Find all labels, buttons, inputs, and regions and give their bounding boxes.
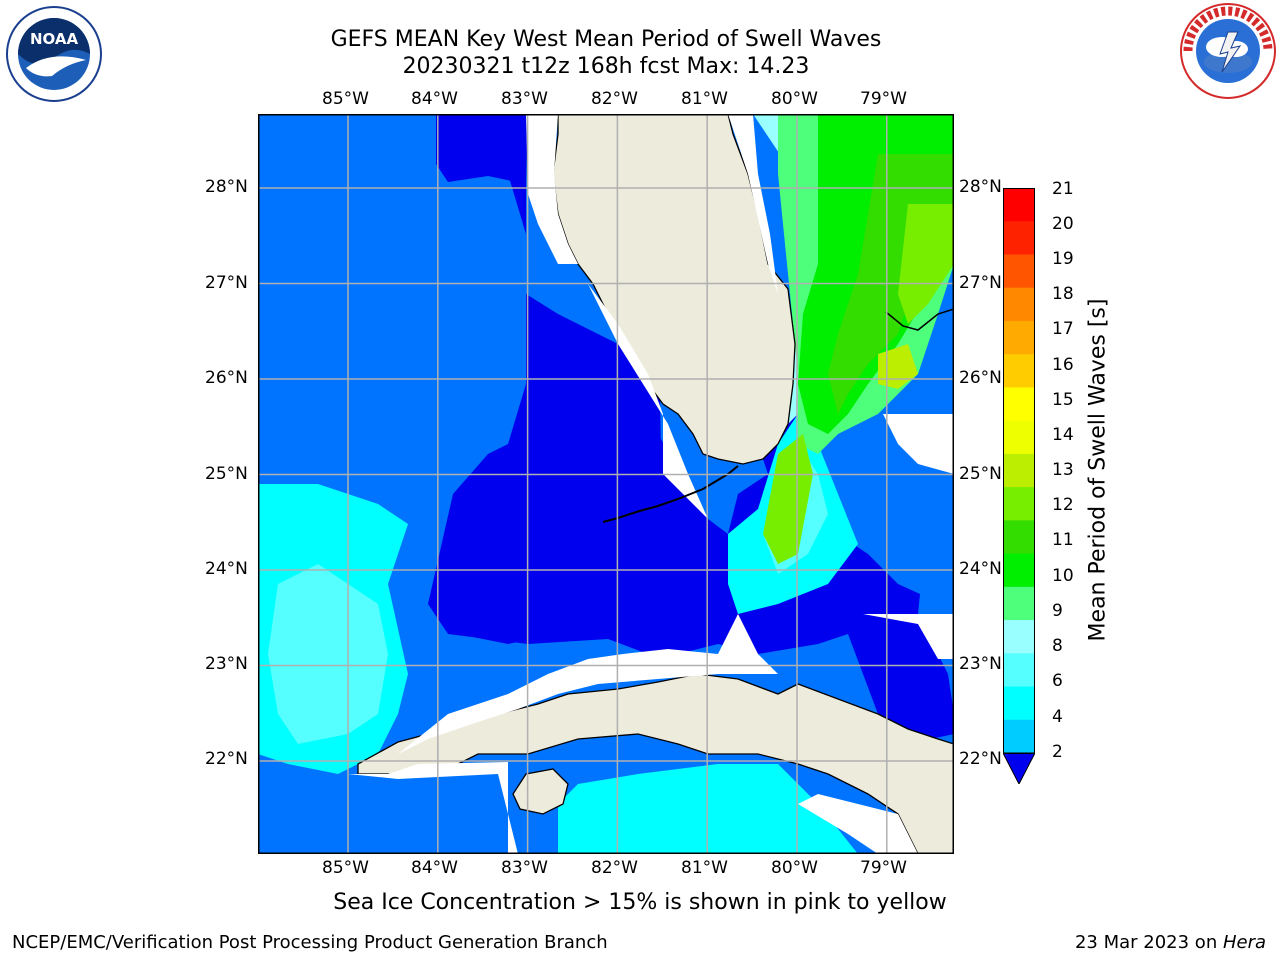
colorbar-segment <box>1003 553 1035 588</box>
colorbar-tick-label: 9 <box>1052 601 1063 621</box>
nws-logo <box>1178 2 1278 100</box>
map-frame <box>258 114 954 854</box>
lon-label-bottom: 80°W <box>771 858 818 878</box>
lat-label-left: 25°N <box>205 464 248 484</box>
footer-date: 23 Mar 2023 on Hera <box>1074 932 1266 953</box>
lat-label-left: 26°N <box>205 368 248 388</box>
land-mask <box>863 614 954 659</box>
colorbar-segment <box>1003 719 1035 754</box>
colorbar-segment <box>1003 188 1035 222</box>
lat-label-right: 22°N <box>959 749 1002 769</box>
lon-label-bottom: 84°W <box>411 858 458 878</box>
lat-label-right: 25°N <box>959 464 1002 484</box>
lon-label-top: 84°W <box>411 89 458 109</box>
colorbar-segment <box>1003 686 1035 721</box>
colorbar-segment <box>1003 520 1035 555</box>
lon-label-top: 81°W <box>681 89 728 109</box>
colorbar-tick-label: 2 <box>1052 742 1063 762</box>
ocean-field-lt2 <box>436 114 528 184</box>
colorbar-segment <box>1003 287 1035 322</box>
lon-label-top: 80°W <box>771 89 818 109</box>
lat-label-right: 27°N <box>959 273 1002 293</box>
lat-label-right: 26°N <box>959 368 1002 388</box>
land-mask <box>348 762 518 854</box>
colorbar-frame <box>1003 188 1035 754</box>
colorbar-segment <box>1003 653 1035 688</box>
lat-label-right: 28°N <box>959 177 1002 197</box>
colorbar <box>1002 188 1036 786</box>
colorbar-segment <box>1003 221 1035 255</box>
colorbar-segment <box>1003 420 1035 455</box>
lon-label-top: 85°W <box>322 89 369 109</box>
colorbar-segment <box>1003 320 1035 355</box>
colorbar-tick-label: 21 <box>1052 179 1074 199</box>
ocean-field-4-6 <box>558 764 858 854</box>
land-mask <box>798 794 918 854</box>
colorbar-tick-label: 12 <box>1052 495 1074 515</box>
colorbar-segment <box>1003 487 1035 521</box>
colorbar-segment <box>1003 387 1035 422</box>
sea-ice-caption: Sea Ice Concentration > 15% is shown in … <box>333 890 947 915</box>
colorbar-tick-label: 6 <box>1052 671 1063 691</box>
lon-label-bottom: 81°W <box>681 858 728 878</box>
land-mask <box>398 614 778 754</box>
lon-label-bottom: 82°W <box>591 858 638 878</box>
lat-label-right: 24°N <box>959 559 1002 579</box>
lon-label-top: 83°W <box>501 89 548 109</box>
lat-label-left: 28°N <box>205 177 248 197</box>
colorbar-segment <box>1003 586 1035 621</box>
lon-label-bottom: 85°W <box>322 858 369 878</box>
ocean-field-12-13 <box>763 434 813 564</box>
ocean-field-12-13 <box>898 204 954 324</box>
colorbar-tick-label: 18 <box>1052 284 1074 304</box>
colorbar-tick-label: 4 <box>1052 707 1063 727</box>
ocean-field-lt2 <box>438 294 708 644</box>
colorbar-segment <box>1003 453 1035 488</box>
florida-keys <box>602 465 739 523</box>
ocean-field-6-8 <box>268 564 388 744</box>
colorbar-tick-label: 15 <box>1052 390 1074 410</box>
land-mask <box>728 114 778 294</box>
colorbar-tick-label: 10 <box>1052 566 1074 586</box>
lat-label-left: 23°N <box>205 654 248 674</box>
lon-label-top: 82°W <box>591 89 638 109</box>
colorbar-tick-label: 16 <box>1052 355 1074 375</box>
colorbar-tick-label: 20 <box>1052 214 1074 234</box>
colorbar-tick-label: 17 <box>1052 319 1074 339</box>
colorbar-extend-min <box>1002 752 1036 786</box>
lat-label-left: 22°N <box>205 749 248 769</box>
land-mask <box>526 114 578 264</box>
colorbar-segment <box>1003 254 1035 289</box>
colorbar-tick-label: 13 <box>1052 460 1074 480</box>
lat-label-left: 27°N <box>205 273 248 293</box>
colorbar-tick-label: 14 <box>1052 425 1074 445</box>
svg-text:NOAA: NOAA <box>30 30 79 48</box>
colorbar-tick-label: 8 <box>1052 636 1063 656</box>
chart-title: GEFS MEAN Key West Mean Period of Swell … <box>330 27 882 52</box>
ocean-field-13-14 <box>878 344 918 389</box>
colorbar-tick-label: 11 <box>1052 530 1074 550</box>
colorbar-segment <box>1003 620 1035 654</box>
lon-label-bottom: 79°W <box>860 858 907 878</box>
map-panel <box>258 113 955 855</box>
land-mask <box>883 414 954 474</box>
lon-label-top: 79°W <box>860 89 907 109</box>
bahamas-islands <box>885 308 955 331</box>
colorbar-tick-label: 19 <box>1052 249 1074 269</box>
lat-label-right: 23°N <box>959 654 1002 674</box>
chart-subtitle: 20230321 t12z 168h fcst Max: 14.23 <box>402 54 810 79</box>
noaa-logo: NOAA <box>6 6 102 102</box>
gridlines <box>258 114 954 854</box>
colorbar-segment <box>1003 354 1035 388</box>
lat-label-left: 24°N <box>205 559 248 579</box>
footer-credit: NCEP/EMC/Verification Post Processing Pr… <box>12 932 608 953</box>
isla-de-la-juventud <box>512 768 569 815</box>
lon-label-bottom: 83°W <box>501 858 548 878</box>
